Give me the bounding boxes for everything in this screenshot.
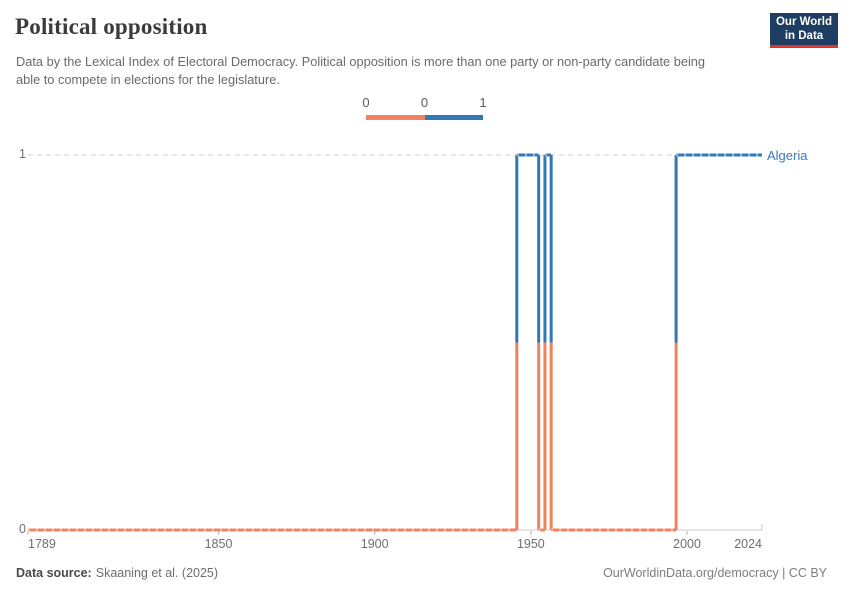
legend-edge-label: 1: [479, 95, 487, 110]
entity-label-algeria[interactable]: Algeria: [767, 148, 808, 163]
x-tick-label: 1789: [28, 537, 56, 551]
data-source-label: Data source:: [16, 566, 92, 580]
legend-color-bar: [366, 115, 483, 120]
chart-subtitle: Data by the Lexical Index of Electoral D…: [16, 54, 706, 87]
legend-edge-labels: 0 0 1: [362, 95, 487, 111]
legend-edge-label: 0: [420, 95, 429, 110]
x-tick-label: 1950: [516, 537, 545, 551]
legend-segment-value-0: [366, 115, 425, 120]
data-source-note: Data source: Skaaning et al. (2025): [16, 566, 218, 580]
x-tick-label: 2000: [673, 537, 701, 551]
owid-logo-line2: in Data: [784, 30, 824, 42]
x-tick-label: 1900: [360, 537, 389, 551]
data-source-value: Skaaning et al. (2025): [95, 566, 219, 580]
owid-logo-line1: Our World: [775, 15, 832, 28]
legend-edge-label: 0: [362, 95, 370, 110]
page-title: Political opposition: [15, 14, 208, 39]
chart-footer: Data source: Skaaning et al. (2025) OurWo…: [16, 566, 827, 580]
value-legend: 0 0 1: [362, 95, 487, 121]
y-tick-label: 0: [19, 522, 26, 536]
legend-segment-value-1: [425, 115, 483, 120]
owid-url-license[interactable]: OurWorldinData.org/democracy | CC BY: [603, 566, 827, 580]
y-tick-label: 1: [19, 147, 26, 161]
x-tick-label: 2024: [734, 537, 762, 551]
x-tick-label: 1850: [204, 537, 233, 551]
owid-logo[interactable]: Our World in Data: [770, 13, 838, 48]
